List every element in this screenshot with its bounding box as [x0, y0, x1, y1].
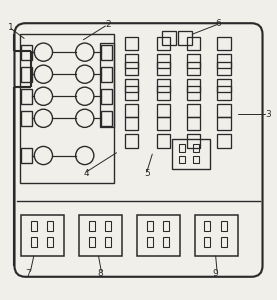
Text: 4: 4	[83, 169, 89, 178]
Bar	[163, 237, 169, 247]
Bar	[179, 144, 185, 152]
Bar	[125, 61, 138, 75]
Bar	[101, 45, 112, 60]
Bar	[79, 215, 122, 256]
Bar	[217, 86, 230, 100]
Bar	[147, 221, 153, 231]
Bar	[101, 67, 112, 82]
Bar	[21, 45, 32, 60]
Text: 2: 2	[105, 20, 111, 29]
Bar	[217, 117, 230, 130]
Bar	[125, 37, 138, 50]
Bar	[187, 134, 200, 148]
Bar	[31, 237, 37, 247]
Bar	[125, 134, 138, 148]
Bar	[47, 237, 53, 247]
Bar	[101, 89, 112, 104]
Text: 9: 9	[213, 269, 219, 278]
Bar	[125, 86, 138, 100]
Bar	[157, 37, 170, 50]
Bar	[187, 54, 200, 68]
Bar	[217, 104, 230, 117]
Bar	[157, 104, 170, 117]
Bar	[157, 117, 170, 130]
Bar	[217, 61, 230, 75]
Text: 8: 8	[97, 269, 103, 278]
Bar	[187, 86, 200, 100]
Bar	[193, 144, 199, 152]
Bar	[217, 134, 230, 148]
Bar	[21, 111, 32, 126]
Bar	[100, 43, 114, 127]
Bar	[217, 37, 230, 50]
Bar	[125, 117, 138, 130]
Bar	[178, 32, 192, 45]
Bar	[162, 32, 176, 45]
Text: 5: 5	[144, 169, 150, 178]
Bar	[187, 37, 200, 50]
Bar	[105, 221, 111, 231]
Bar	[195, 215, 238, 256]
Bar	[187, 79, 200, 92]
Bar	[137, 215, 180, 256]
Bar	[21, 89, 32, 104]
Bar	[157, 86, 170, 100]
Bar	[217, 79, 230, 92]
Bar	[21, 67, 32, 82]
Bar	[217, 54, 230, 68]
Bar	[125, 104, 138, 117]
Bar	[31, 221, 37, 231]
Bar	[47, 221, 53, 231]
Bar	[89, 237, 95, 247]
Bar	[125, 79, 138, 92]
Bar	[193, 156, 199, 163]
Bar	[157, 61, 170, 75]
Text: 7: 7	[25, 269, 31, 278]
Bar	[204, 221, 210, 231]
Bar	[157, 54, 170, 68]
Bar	[21, 215, 64, 256]
Bar	[21, 148, 32, 163]
Bar	[204, 237, 210, 247]
Bar	[221, 221, 227, 231]
Bar	[163, 221, 169, 231]
Bar	[171, 139, 210, 169]
Bar	[221, 237, 227, 247]
Bar	[179, 156, 185, 163]
Bar	[147, 237, 153, 247]
Bar	[157, 134, 170, 148]
Bar	[20, 34, 114, 183]
Bar	[101, 111, 112, 126]
Bar	[187, 117, 200, 130]
Bar	[187, 61, 200, 75]
Text: 6: 6	[216, 19, 221, 28]
Bar	[105, 237, 111, 247]
Bar	[187, 104, 200, 117]
Bar	[89, 221, 95, 231]
Text: 1: 1	[8, 23, 14, 32]
Bar	[125, 54, 138, 68]
Bar	[157, 79, 170, 92]
Text: 3: 3	[265, 110, 271, 119]
FancyBboxPatch shape	[14, 23, 263, 277]
